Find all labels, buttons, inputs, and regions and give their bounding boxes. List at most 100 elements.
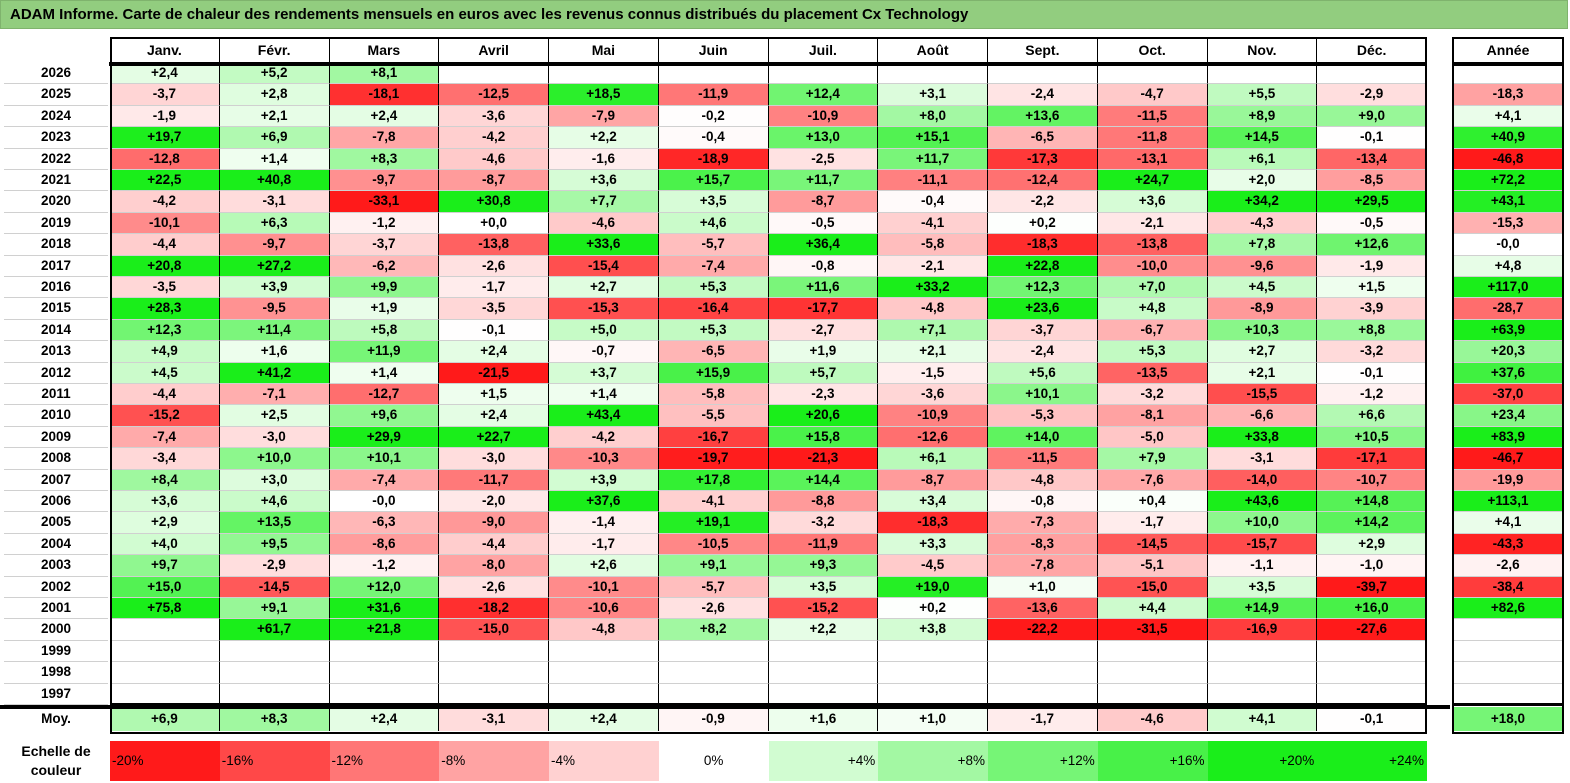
annual-cell: +37,6 — [1452, 362, 1564, 384]
heatmap-cell: +1,5 — [439, 384, 549, 406]
annual-cell: +72,2 — [1452, 170, 1564, 192]
heatmap-cell: +5,3 — [658, 277, 769, 299]
heatmap-cell — [1097, 683, 1208, 705]
heatmap-cell: +10,5 — [1317, 426, 1427, 449]
heatmap-cell: +13,5 — [219, 512, 330, 534]
heatmap-cell — [878, 683, 988, 705]
heatmap-cell — [1207, 640, 1318, 663]
column-header: Mai — [549, 37, 659, 63]
heatmap-cell: -0,4 — [658, 127, 769, 149]
heatmap-cell: -2,5 — [768, 148, 879, 170]
heatmap-cell: +7,0 — [1097, 277, 1208, 299]
heatmap-cell: +23,6 — [988, 298, 1098, 320]
heatmap-cell — [658, 63, 769, 85]
heatmap-cell: +8,3 — [329, 148, 440, 170]
heatmap-cell: -1,9 — [1317, 255, 1427, 277]
heatmap-cell: +10,3 — [1207, 319, 1318, 342]
heatmap-cell — [1207, 683, 1318, 705]
heatmap-cell: -2,6 — [658, 598, 769, 620]
color-scale-swatch: +12% — [988, 741, 1098, 781]
heatmap-cell: -1,2 — [1317, 384, 1427, 406]
heatmap-cell: +20,6 — [768, 405, 879, 427]
heatmap-cell: +5,0 — [549, 319, 659, 342]
heatmap-cell: -11,5 — [988, 448, 1098, 470]
heatmap-cell: +12,0 — [329, 576, 440, 598]
heatmap-cell: -1,2 — [329, 555, 440, 577]
heatmap-cell: +7,9 — [1097, 448, 1208, 470]
heatmap-cell: +5,8 — [329, 319, 440, 342]
heatmap-cell — [658, 662, 769, 684]
heatmap-cell: +4,8 — [1097, 298, 1208, 320]
heatmap-cell: +2,4 — [439, 341, 549, 363]
heatmap-cell: -8,3 — [988, 533, 1098, 556]
heatmap-cell: +33,6 — [549, 234, 659, 256]
heatmap-cell: -13,6 — [988, 598, 1098, 620]
heatmap-cell: +3,9 — [549, 469, 659, 491]
heatmap-cell: +9,9 — [329, 277, 440, 299]
column-header: Oct. — [1097, 37, 1208, 63]
heatmap-cell: -13,8 — [1097, 234, 1208, 256]
heatmap-cell: +3,3 — [878, 533, 988, 556]
heatmap-cell: -8,5 — [1317, 170, 1427, 192]
heatmap-cell: +30,8 — [439, 191, 549, 213]
heatmap-cell: +14,5 — [1207, 127, 1318, 149]
heatmap-cell: -14,5 — [219, 576, 330, 598]
heatmap-cell: +3,9 — [219, 277, 330, 299]
average-cell: -0,9 — [658, 707, 769, 731]
heatmap-cell: -11,1 — [878, 170, 988, 192]
heatmap-cell: -13,5 — [1097, 362, 1208, 384]
heatmap-cell: +1,0 — [988, 576, 1098, 598]
heatmap-cell: +22,5 — [110, 170, 220, 192]
heatmap-cell: +2,8 — [219, 84, 330, 106]
heatmap-cell — [329, 640, 440, 663]
heatmap-cell: +10,1 — [329, 448, 440, 470]
heatmap-cell: -17,3 — [988, 148, 1098, 170]
heatmap-cell: -7,4 — [110, 426, 220, 449]
heatmap-cell: +2,9 — [1317, 533, 1427, 556]
annual-cell: -15,3 — [1452, 212, 1564, 235]
column-header: Mars — [329, 37, 440, 63]
heatmap-cell: +31,6 — [329, 598, 440, 620]
heatmap-cell: -21,5 — [439, 362, 549, 384]
heatmap-cell: -8,1 — [1097, 405, 1208, 427]
heatmap-cell: -3,7 — [988, 319, 1098, 342]
heatmap-cell: -9,7 — [219, 234, 330, 256]
column-header: Janv. — [110, 37, 220, 63]
heatmap-cell: +5,2 — [219, 63, 330, 85]
row-year-label: 2005 — [4, 512, 108, 534]
annual-cell: +83,9 — [1452, 426, 1564, 449]
annual-cell: -37,0 — [1452, 384, 1564, 406]
average-cell: +6,9 — [110, 707, 220, 731]
row-year-label: 1997 — [4, 684, 108, 705]
heatmap-cell: -8,7 — [768, 191, 879, 213]
heatmap-cell: +13,6 — [988, 105, 1098, 128]
heatmap-cell: +27,2 — [219, 255, 330, 277]
heatmap-cell: -14,5 — [1097, 533, 1208, 556]
heatmap-cell: -5,8 — [878, 234, 988, 256]
row-year-label: 2014 — [4, 320, 108, 342]
heatmap-cell: -3,0 — [219, 426, 330, 449]
heatmap-cell: -3,2 — [1097, 384, 1208, 406]
heatmap-cell: +3,4 — [878, 491, 988, 513]
heatmap-cell: +19,7 — [110, 127, 220, 149]
heatmap-cell: +3,5 — [1207, 576, 1318, 598]
row-year-label: 1998 — [4, 662, 108, 684]
heatmap-cell: -0,8 — [768, 255, 879, 277]
annual-cell: -43,3 — [1452, 533, 1564, 556]
color-scale-swatch: +8% — [878, 741, 988, 781]
average-cell: -4,6 — [1097, 707, 1208, 731]
heatmap-cell: +11,7 — [878, 148, 988, 170]
heatmap-cell: +36,4 — [768, 234, 879, 256]
heatmap-cell: -4,4 — [110, 384, 220, 406]
annual-cell: -18,3 — [1452, 84, 1564, 106]
heatmap-cell: +37,6 — [549, 491, 659, 513]
heatmap-cell: -11,7 — [439, 469, 549, 491]
heatmap-cell — [549, 662, 659, 684]
heatmap-cell: +8,2 — [658, 619, 769, 641]
heatmap-cell: -1,7 — [549, 533, 659, 556]
heatmap-cell — [549, 63, 659, 85]
heatmap-cell: +11,4 — [219, 319, 330, 342]
heatmap-cell: -10,3 — [549, 448, 659, 470]
annual-cell: +82,6 — [1452, 598, 1564, 620]
column-header: Juil. — [768, 37, 879, 63]
